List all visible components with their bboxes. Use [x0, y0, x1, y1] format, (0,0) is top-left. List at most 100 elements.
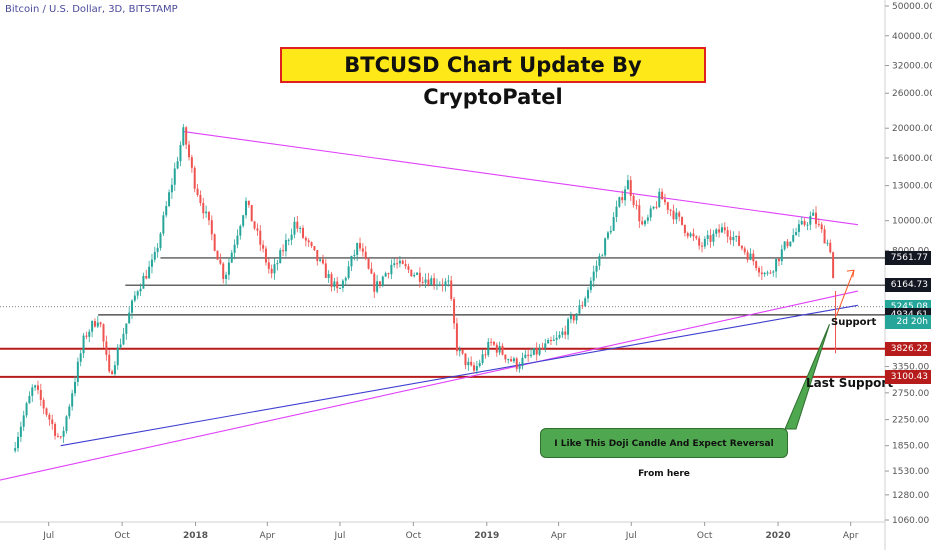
candle-body	[481, 354, 484, 364]
callout-note: I Like This Doji Candle And Expect Rever…	[540, 428, 788, 479]
candle-body	[350, 256, 353, 267]
candle-body	[273, 264, 276, 274]
candle-body	[65, 416, 68, 431]
candle-body	[82, 335, 85, 354]
candle-body	[225, 274, 228, 279]
candle-body	[401, 260, 404, 264]
candle-body	[729, 236, 732, 241]
candle-body	[447, 280, 450, 282]
candle-body	[604, 238, 607, 256]
candle-body	[441, 284, 444, 286]
candle-body	[270, 268, 273, 274]
candle-body	[541, 347, 544, 349]
candle-body	[293, 221, 296, 235]
candle-body	[735, 235, 738, 237]
candle-body	[173, 168, 176, 185]
candle-body	[638, 205, 641, 222]
symbol-header: Bitcoin / U.S. Dollar, 3D, BITSTAMP	[5, 4, 178, 15]
candle-body	[718, 229, 721, 233]
candle-body	[267, 262, 270, 269]
candle-body	[376, 281, 379, 292]
candle-body	[581, 305, 584, 307]
candle-body	[832, 252, 835, 279]
candle-body	[549, 340, 552, 342]
candle-body	[544, 343, 547, 349]
candle-body	[661, 191, 664, 200]
candle-body	[484, 354, 487, 356]
candle-body	[438, 284, 441, 286]
candle-body	[17, 436, 20, 449]
y-tick-label: 32000.00	[892, 62, 932, 72]
candle-body	[330, 274, 333, 287]
candle-body	[336, 281, 339, 289]
candle-body	[592, 271, 595, 281]
candle-body	[227, 262, 230, 275]
y-tick-label: 2750.00	[892, 389, 929, 399]
candle-body	[726, 230, 729, 237]
candle-body	[321, 259, 324, 264]
y-tick-label: 13000.00	[892, 182, 932, 192]
candle-body	[587, 290, 590, 299]
y-tick-label: 1850.00	[892, 442, 929, 452]
price-tag: 3100.43	[885, 369, 931, 384]
candle-body	[427, 279, 430, 285]
candle-body	[652, 206, 655, 209]
candle-body	[561, 331, 564, 335]
candle-body	[829, 242, 832, 253]
candle-body	[28, 395, 31, 404]
candle-body	[518, 366, 521, 369]
candle-body	[575, 313, 578, 321]
candle-body	[56, 435, 59, 437]
trendline	[0, 290, 858, 481]
candle-body	[122, 333, 125, 345]
candle-body	[108, 354, 111, 372]
candle-body	[239, 225, 242, 236]
price-tag: 7561.77	[885, 250, 931, 265]
candle-body	[407, 266, 410, 270]
candle-body	[79, 353, 82, 362]
candle-body	[76, 361, 79, 382]
candle-body	[564, 331, 567, 335]
candle-body	[113, 365, 116, 375]
candle-body	[606, 232, 609, 239]
candle-body	[242, 215, 245, 226]
x-tick-label: 2019	[474, 531, 499, 541]
candle-body	[304, 237, 307, 241]
candle-body	[672, 210, 675, 220]
y-tick-label: 3350.00	[892, 363, 929, 373]
candle-body	[792, 235, 795, 242]
candle-body	[663, 199, 666, 203]
candle-body	[738, 235, 741, 246]
reversal-arrowhead	[846, 269, 855, 278]
candle-body	[678, 212, 681, 217]
x-tick-label: Apr	[551, 531, 567, 541]
candle-body	[256, 228, 259, 231]
candle-body	[316, 250, 319, 261]
candle-body	[655, 206, 658, 208]
candle-body	[701, 245, 704, 247]
candle-body	[695, 236, 698, 239]
candle-body	[817, 223, 820, 225]
candle-body	[299, 227, 302, 229]
candle-body	[624, 189, 627, 201]
candle-body	[361, 248, 364, 252]
candle-body	[433, 278, 436, 285]
candle-body	[54, 423, 57, 436]
candle-body	[615, 206, 618, 218]
candle-body	[393, 263, 396, 265]
candle-body	[145, 275, 148, 279]
candle-body	[48, 414, 51, 420]
candle-body	[692, 233, 695, 237]
candle-body	[279, 250, 282, 264]
candle-body	[190, 157, 193, 168]
candle-body	[302, 227, 305, 238]
candle-body	[478, 363, 481, 367]
candle-body	[621, 197, 624, 201]
candle-body	[111, 371, 114, 375]
candle-body	[233, 244, 236, 253]
candle-body	[492, 341, 495, 345]
x-tick-label: Oct	[114, 531, 130, 541]
x-tick-label: Oct	[697, 531, 713, 541]
candle-body	[450, 280, 453, 300]
candle-body	[572, 315, 575, 321]
